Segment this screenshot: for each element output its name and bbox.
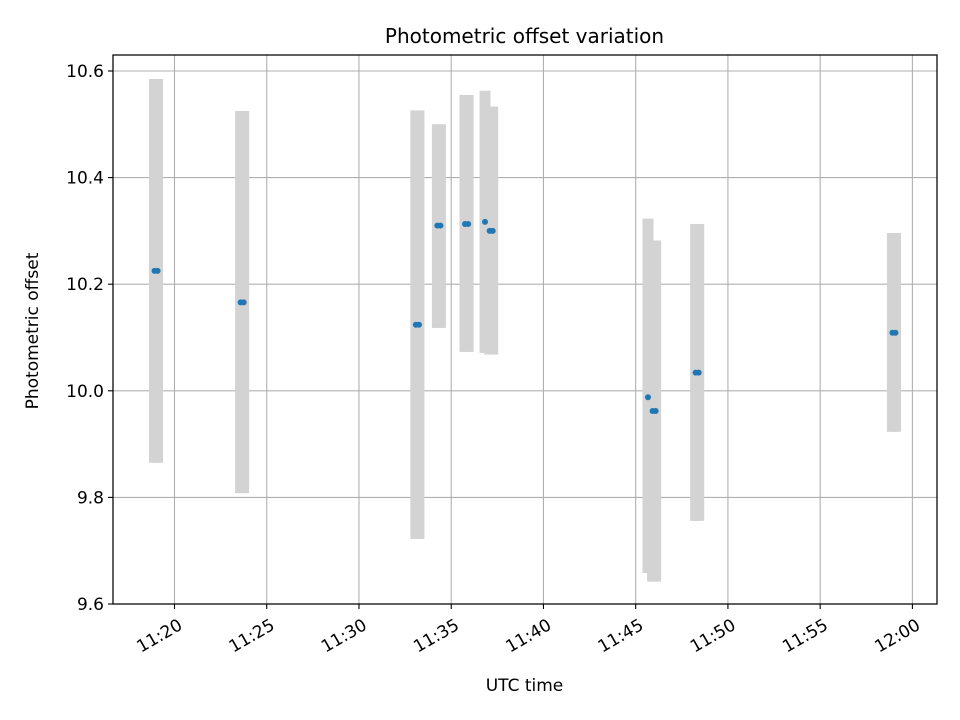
- y-tick-label: 10.4: [66, 169, 104, 189]
- data-point: [465, 220, 472, 227]
- y-tick-label: 10.2: [66, 275, 104, 295]
- y-tick-label: 10.6: [66, 62, 104, 82]
- y-tick-label: 10.0: [66, 382, 104, 402]
- data-point: [695, 369, 702, 376]
- plot-frame: [112, 54, 938, 605]
- data-point: [644, 394, 651, 401]
- data-point: [437, 222, 444, 229]
- chart-title: Photometric offset variation: [385, 24, 664, 48]
- data-point: [154, 267, 161, 274]
- data-point: [240, 299, 247, 306]
- x-axis-title: UTC time: [486, 676, 564, 696]
- data-point: [415, 321, 422, 328]
- y-axis-title: Photometric offset: [23, 252, 43, 409]
- y-tick-label: 9.8: [77, 488, 104, 508]
- data-point: [482, 218, 489, 225]
- y-tick-label: 9.6: [77, 595, 104, 615]
- data-point: [652, 408, 659, 415]
- data-point: [892, 329, 899, 336]
- y-axis-ticks: 9.6 9.8 10.0 10.2 10.4 10.6: [66, 62, 113, 615]
- data-points: [151, 218, 899, 415]
- data-point: [489, 227, 496, 234]
